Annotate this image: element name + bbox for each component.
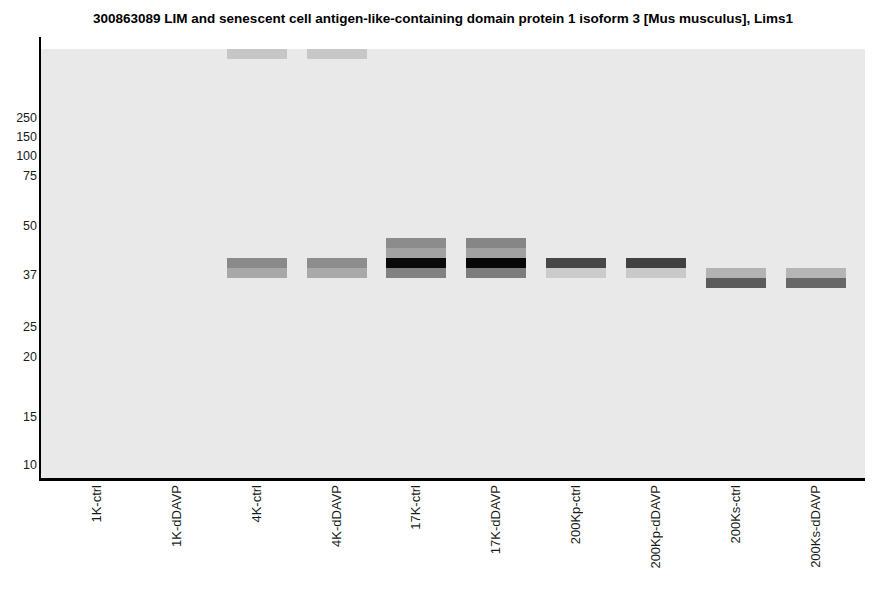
gel-band bbox=[227, 258, 287, 268]
gel-band bbox=[307, 49, 367, 59]
y-axis-line bbox=[39, 37, 41, 481]
gel-band bbox=[307, 268, 367, 278]
lane-label: 200Ks-ctrl bbox=[728, 485, 743, 544]
gel-background bbox=[41, 49, 865, 478]
gel-band bbox=[466, 258, 526, 268]
gel-band bbox=[546, 258, 606, 268]
mw-marker-label: 37 bbox=[0, 268, 37, 282]
gel-band bbox=[626, 268, 686, 278]
mw-marker-label: 250 bbox=[0, 111, 37, 125]
gel-band bbox=[386, 248, 446, 258]
x-axis-line bbox=[39, 478, 865, 481]
gel-band bbox=[466, 268, 526, 278]
gel-band bbox=[706, 268, 766, 278]
gel-band bbox=[466, 248, 526, 258]
lane-label: 17K-ctrl bbox=[408, 485, 423, 530]
gel-band bbox=[546, 268, 606, 278]
mw-marker-label: 10 bbox=[0, 458, 37, 472]
mw-marker-label: 150 bbox=[0, 130, 37, 144]
mw-marker-label: 75 bbox=[0, 169, 37, 183]
gel-band bbox=[227, 49, 287, 59]
gel-band bbox=[706, 278, 766, 288]
lane-label: 200Ks-dDAVP bbox=[808, 485, 823, 568]
gel-blot-figure: 300863089 LIM and senescent cell antigen… bbox=[0, 0, 886, 595]
gel-band bbox=[386, 268, 446, 278]
gel-band bbox=[786, 268, 846, 278]
lane-label: 1K-ctrl bbox=[89, 485, 104, 523]
lane-label: 4K-dDAVP bbox=[329, 485, 344, 547]
gel-band bbox=[786, 278, 846, 288]
gel-band bbox=[466, 238, 526, 248]
lane-label: 17K-dDAVP bbox=[488, 485, 503, 554]
gel-band bbox=[227, 268, 287, 278]
mw-marker-label: 100 bbox=[0, 149, 37, 163]
figure-title: 300863089 LIM and senescent cell antigen… bbox=[0, 11, 886, 26]
lane-label: 1K-dDAVP bbox=[169, 485, 184, 547]
mw-marker-label: 20 bbox=[0, 350, 37, 364]
lane-label: 4K-ctrl bbox=[249, 485, 264, 523]
gel-band bbox=[307, 258, 367, 268]
gel-band bbox=[386, 258, 446, 268]
mw-marker-label: 25 bbox=[0, 320, 37, 334]
gel-band bbox=[626, 258, 686, 268]
mw-marker-label: 50 bbox=[0, 219, 37, 233]
lane-label: 200Kp-dDAVP bbox=[648, 485, 663, 569]
mw-marker-label: 15 bbox=[0, 410, 37, 424]
gel-band bbox=[386, 238, 446, 248]
lane-label: 200Kp-ctrl bbox=[568, 485, 583, 544]
